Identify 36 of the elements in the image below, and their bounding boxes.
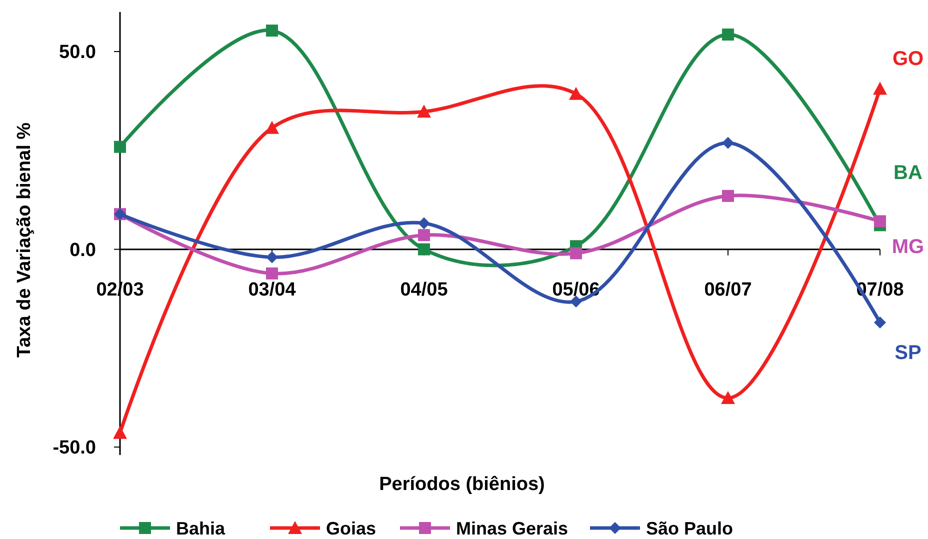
point xyxy=(873,82,887,95)
legend-label: Goias xyxy=(326,518,376,538)
x-tick-label: 06/07 xyxy=(704,279,752,300)
point xyxy=(570,247,582,260)
point xyxy=(417,104,431,118)
point xyxy=(266,251,278,264)
x-axis-title: Períodos (biênios) xyxy=(379,474,545,495)
point xyxy=(266,24,278,37)
text: GO xyxy=(892,48,924,70)
point xyxy=(874,316,886,328)
x-tick-label: 03/04 xyxy=(248,279,296,300)
point xyxy=(722,136,734,149)
y-tick-label: 50.0 xyxy=(59,42,96,64)
point xyxy=(266,267,278,280)
legend-label: Bahia xyxy=(176,518,226,538)
text: BA xyxy=(894,162,922,184)
y-axis-title: Taxa de Variação bienal % xyxy=(14,122,35,358)
point xyxy=(418,229,430,242)
legend-label: Minas Gerais xyxy=(456,518,568,538)
text: SP xyxy=(894,342,922,364)
point xyxy=(113,426,127,439)
y-tick-label: 0.0 xyxy=(70,240,96,261)
point xyxy=(570,296,582,308)
point xyxy=(721,391,735,404)
x-tick-label: 04/05 xyxy=(400,279,448,300)
point xyxy=(418,217,430,230)
point xyxy=(722,28,734,41)
y-tick-label: -50.0 xyxy=(52,438,96,459)
legend-label: São Paulo xyxy=(646,518,734,538)
point xyxy=(722,190,734,202)
point xyxy=(569,86,583,100)
point xyxy=(418,243,430,256)
point xyxy=(874,215,886,228)
point xyxy=(265,120,279,134)
point xyxy=(114,140,126,153)
text: MG xyxy=(892,236,924,258)
